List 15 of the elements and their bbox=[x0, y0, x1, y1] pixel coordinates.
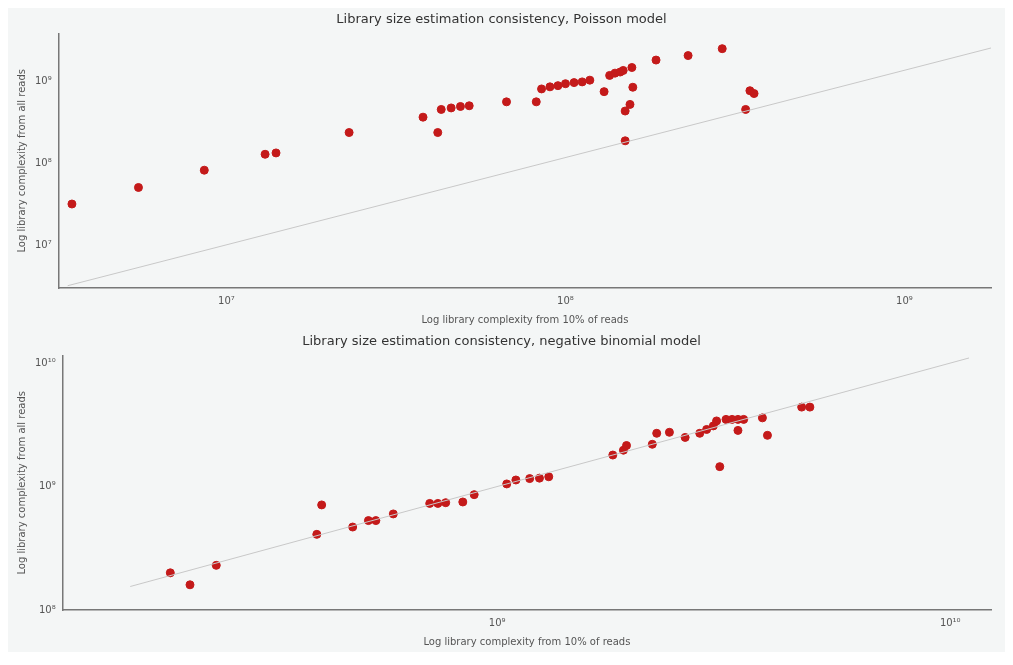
y-tick-label: 10¹⁰ bbox=[34, 356, 56, 368]
y-tick-label: 10⁹ bbox=[39, 480, 56, 492]
x-tick-label: 10⁸ bbox=[557, 294, 574, 306]
y-axis-title: Log library complexity from all reads bbox=[15, 69, 27, 253]
y-axis-title: Log library complexity from all reads bbox=[15, 391, 27, 575]
y-tick-label: 10⁷ bbox=[35, 238, 52, 250]
x-axis-title: Log library complexity from 10% of reads bbox=[421, 313, 629, 325]
chart-title: Library size estimation consistency, Poisson model bbox=[336, 11, 667, 27]
x-tick-label: 10⁹ bbox=[896, 294, 913, 306]
y-tick-label: 10⁹ bbox=[35, 75, 52, 87]
x-tick-label: 10⁷ bbox=[218, 294, 235, 306]
y-tick-label: 10⁸ bbox=[39, 603, 56, 615]
x-axis-title: Log library complexity from 10% of reads bbox=[423, 635, 631, 647]
chart-title: Library size estimation consistency, negative binomial model bbox=[302, 333, 701, 349]
y-tick-label: 10⁸ bbox=[35, 157, 52, 169]
